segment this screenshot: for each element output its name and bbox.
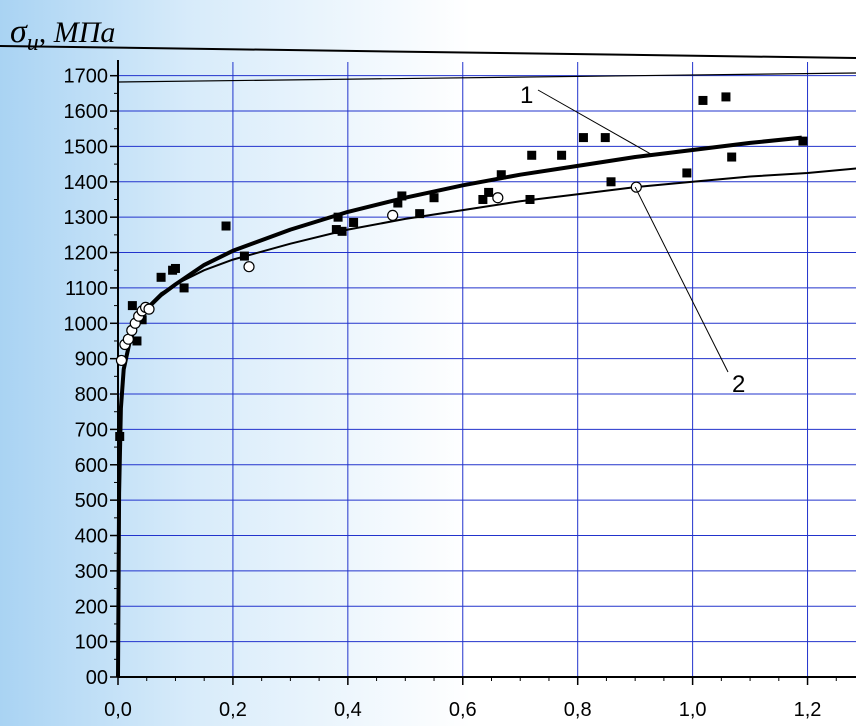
y-tick-label: 1600 — [64, 101, 109, 123]
data-point-square — [484, 187, 494, 197]
data-point-square — [600, 133, 610, 143]
data-point-square — [429, 193, 439, 203]
annotation-leader-line — [634, 186, 729, 373]
data-point-square — [578, 133, 588, 143]
y-tick-label: 700 — [75, 419, 108, 441]
annotation-label: 1 — [520, 82, 533, 109]
curve-1 — [116, 135, 803, 678]
data-point-square — [337, 226, 347, 236]
data-point-circle — [143, 303, 155, 315]
data-point-square — [349, 217, 359, 227]
y-tick-label: 1700 — [64, 66, 109, 88]
y-tick-label: 900 — [75, 349, 108, 371]
data-point-square — [115, 431, 125, 441]
curves — [116, 135, 856, 678]
data-point-square — [156, 272, 166, 282]
y-tick-label: 1400 — [64, 172, 109, 194]
data-point-square — [478, 194, 488, 204]
data-point-square — [132, 336, 142, 346]
data-point-square — [127, 301, 137, 311]
data-point-square — [721, 92, 731, 102]
y-tick-label: 600 — [75, 455, 108, 477]
y-tick-label: 1000 — [64, 313, 109, 335]
data-point-circle — [243, 261, 255, 273]
data-point-square — [397, 191, 407, 201]
x-tick-label: 0,0 — [104, 699, 132, 721]
y-axis-label-symbol: σ — [10, 13, 28, 50]
data-point-circle — [387, 209, 399, 222]
y-axis-label-subscript: u — [27, 30, 39, 56]
y-tick-label: 200 — [75, 596, 108, 618]
data-point-circle — [115, 354, 128, 367]
y-tick-label: 1200 — [64, 243, 109, 265]
annotations: 12 — [520, 82, 745, 398]
tick-labels: 0010020030040050060070080090010001100120… — [64, 66, 822, 721]
y-tick-label: 100 — [75, 632, 108, 654]
data-point-square — [798, 136, 808, 146]
data-point-square — [698, 95, 708, 105]
annotation-label: 2 — [732, 371, 745, 398]
x-tick-label: 0,4 — [334, 699, 362, 721]
data-point-square — [393, 198, 403, 208]
data-point-square — [415, 209, 425, 219]
y-axis-label-unit: , МПа — [39, 16, 116, 49]
y-tick-label: 1500 — [64, 136, 109, 158]
y-tick-label: 00 — [86, 667, 108, 689]
data-point-square — [179, 283, 189, 293]
y-tick-label: 1100 — [65, 278, 108, 300]
x-tick-label: 1,2 — [794, 699, 822, 721]
data-point-square — [170, 263, 180, 273]
data-point-square — [239, 251, 249, 261]
y-tick-label: 1300 — [64, 207, 109, 229]
data-point-square — [727, 152, 737, 162]
data-point-square — [496, 170, 506, 180]
y-axis-label: σu, МПа — [10, 13, 115, 56]
data-point-circle — [492, 192, 504, 204]
upper-frame-line — [117, 72, 856, 83]
data-point-square — [525, 194, 535, 204]
curve-2 — [117, 167, 856, 678]
data-point-square — [331, 225, 341, 235]
data-point-square — [333, 212, 343, 222]
x-tick-label: 0,6 — [449, 699, 477, 721]
data-point-square — [557, 150, 567, 160]
grid — [118, 62, 856, 677]
data-point-square — [682, 168, 692, 178]
y-tick-label: 800 — [75, 384, 108, 406]
y-tick-label: 400 — [75, 526, 108, 548]
data-point-square — [606, 177, 616, 187]
top-border-line — [0, 45, 856, 59]
x-tick-label: 1,0 — [679, 699, 707, 721]
annotation-leader-line — [537, 89, 653, 156]
y-tick-label: 300 — [75, 561, 108, 583]
data-point-square — [221, 221, 231, 231]
data-point-circle — [630, 181, 642, 193]
x-tick-label: 0,8 — [564, 699, 592, 721]
markers — [115, 92, 808, 441]
data-point-square — [527, 150, 537, 160]
x-tick-label: 0,2 — [219, 699, 247, 721]
y-tick-label: 500 — [75, 490, 108, 512]
